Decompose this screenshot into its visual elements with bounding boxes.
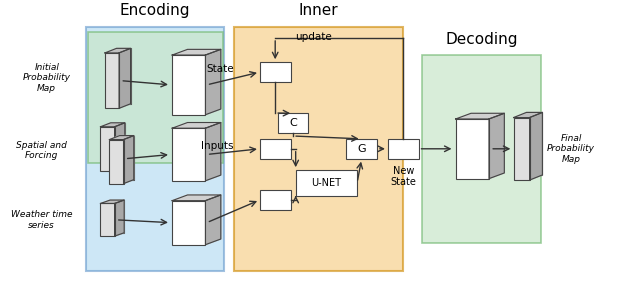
Bar [88, 32, 223, 163]
Bar [514, 118, 530, 180]
Text: Inputs: Inputs [201, 141, 234, 151]
Bar [388, 139, 419, 159]
Polygon shape [105, 48, 131, 53]
Text: Encoding: Encoding [120, 3, 191, 18]
Polygon shape [205, 122, 221, 181]
Bar [526, 112, 543, 175]
Text: Decoding: Decoding [445, 31, 518, 47]
Polygon shape [514, 112, 543, 118]
Polygon shape [529, 112, 543, 180]
Bar [86, 26, 224, 271]
Polygon shape [115, 123, 125, 171]
Bar [422, 55, 541, 242]
Bar [109, 140, 124, 183]
Text: update: update [295, 32, 332, 41]
Bar [105, 53, 119, 108]
Text: Final
Probability
Map: Final Probability Map [547, 134, 595, 164]
Polygon shape [205, 49, 221, 115]
Bar [172, 128, 205, 181]
Polygon shape [124, 136, 134, 183]
Bar [100, 204, 115, 236]
Polygon shape [100, 200, 124, 204]
Polygon shape [172, 122, 221, 128]
Text: C: C [289, 118, 297, 128]
Bar [111, 123, 125, 167]
Bar [296, 170, 357, 196]
Text: Weather time
series: Weather time series [11, 210, 72, 230]
Bar [260, 62, 291, 82]
Text: U-NET: U-NET [312, 178, 341, 188]
Bar [172, 55, 205, 115]
Bar [234, 26, 403, 271]
Polygon shape [205, 195, 221, 245]
Polygon shape [115, 200, 124, 236]
Polygon shape [456, 113, 504, 119]
Bar [110, 200, 124, 233]
Polygon shape [109, 136, 134, 140]
Bar [116, 48, 131, 104]
Polygon shape [119, 48, 131, 108]
Bar [100, 127, 115, 171]
Bar [260, 139, 291, 159]
Bar [172, 201, 205, 245]
Bar [456, 119, 489, 179]
Polygon shape [172, 195, 221, 201]
Polygon shape [489, 113, 504, 179]
Bar [260, 190, 291, 210]
Text: State: State [206, 64, 234, 74]
Text: Initial
Probability
Map: Initial Probability Map [23, 63, 70, 93]
Polygon shape [172, 49, 221, 55]
Text: Spatial and
Forcing: Spatial and Forcing [16, 141, 67, 160]
Text: Inner: Inner [299, 3, 338, 18]
Polygon shape [100, 123, 125, 127]
Bar [346, 139, 377, 159]
Bar [278, 113, 308, 133]
Bar [120, 136, 134, 180]
Text: G: G [357, 144, 366, 154]
Text: New
State: New State [390, 166, 416, 187]
